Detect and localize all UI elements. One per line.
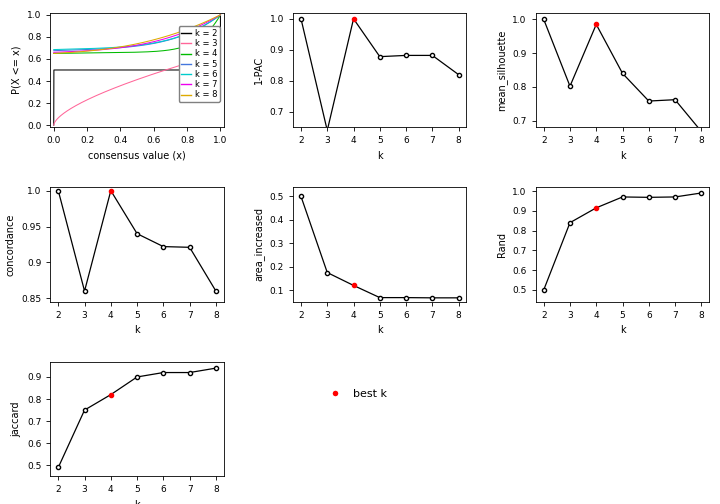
Y-axis label: Rand: Rand — [497, 232, 507, 257]
X-axis label: k: k — [377, 326, 382, 335]
Y-axis label: P(X <= x): P(X <= x) — [12, 46, 22, 94]
X-axis label: k: k — [134, 326, 140, 335]
Legend: best k: best k — [320, 384, 391, 403]
Legend: k = 2, k = 3, k = 4, k = 5, k = 6, k = 7, k = 8: k = 2, k = 3, k = 4, k = 5, k = 6, k = 7… — [179, 27, 220, 102]
X-axis label: consensus value (x): consensus value (x) — [89, 151, 186, 161]
X-axis label: k: k — [377, 151, 382, 161]
Y-axis label: 1-PAC: 1-PAC — [254, 56, 264, 84]
Y-axis label: concordance: concordance — [6, 213, 16, 276]
X-axis label: k: k — [620, 151, 626, 161]
Y-axis label: jaccard: jaccard — [12, 401, 22, 436]
X-axis label: k: k — [620, 326, 626, 335]
Y-axis label: mean_silhouette: mean_silhouette — [496, 29, 507, 111]
Y-axis label: area_increased: area_increased — [253, 208, 264, 281]
X-axis label: k: k — [134, 500, 140, 504]
